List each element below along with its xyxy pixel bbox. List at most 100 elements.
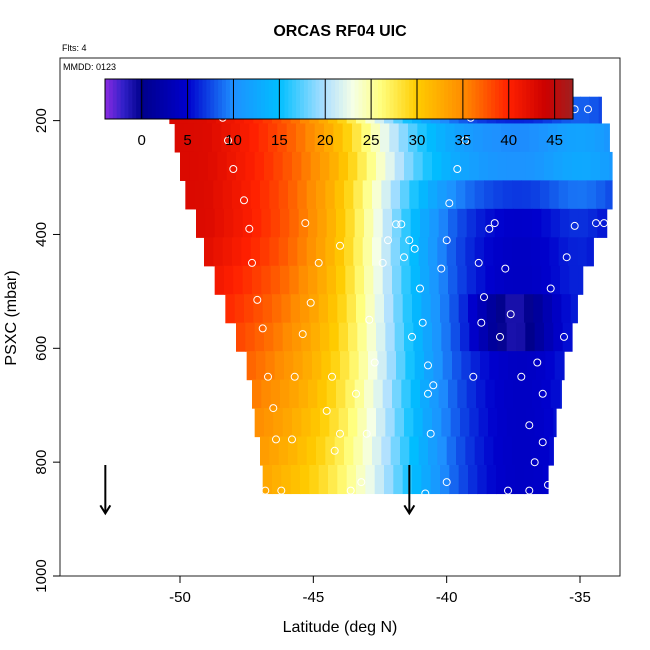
heatmap-cell xyxy=(329,151,340,181)
heatmap-cell xyxy=(577,237,588,267)
colorbar-swatch xyxy=(569,79,574,119)
heatmap-cell xyxy=(405,351,416,381)
heatmap-cell xyxy=(320,151,330,181)
colorbar-tick-label: 25 xyxy=(363,132,380,149)
heatmap-cell xyxy=(250,180,261,210)
heatmap-cell xyxy=(393,465,404,495)
heatmap-cell xyxy=(242,265,253,295)
heatmap-cell xyxy=(305,123,316,153)
heatmap-cell xyxy=(222,237,233,267)
heatmap-cell xyxy=(506,151,517,181)
heatmap-cell xyxy=(282,151,293,181)
heatmap-cell xyxy=(605,180,613,210)
colorbar-swatch xyxy=(518,79,523,119)
heatmap-cell xyxy=(308,379,318,409)
heatmap-cell xyxy=(340,351,350,381)
heatmap-cell xyxy=(589,96,600,125)
heatmap-cell xyxy=(386,351,397,381)
heatmap-cell xyxy=(494,208,505,238)
heatmap-cell xyxy=(480,351,490,381)
heatmap-cell xyxy=(422,408,433,438)
heatmap-cell xyxy=(412,465,422,495)
heatmap-cell xyxy=(242,208,253,238)
heatmap-cell xyxy=(306,180,317,210)
colorbar-tick-label: 45 xyxy=(546,132,563,149)
heatmap-cell xyxy=(412,294,422,324)
heatmap-cell xyxy=(421,294,432,324)
track-point xyxy=(525,486,534,495)
track-point xyxy=(525,421,534,430)
heatmap-cell xyxy=(366,322,377,352)
colorbar-swatch xyxy=(522,79,527,119)
heatmap-cell xyxy=(254,408,265,438)
heatmap-cell xyxy=(281,294,292,324)
heatmap-cell xyxy=(572,151,582,181)
track-point xyxy=(336,241,344,250)
heatmap-cell xyxy=(536,351,546,381)
heatmap-cell xyxy=(558,180,569,210)
track-point xyxy=(378,258,387,267)
heatmap-cell xyxy=(484,436,494,466)
colorbar-swatch xyxy=(397,79,402,119)
heatmap-cell xyxy=(380,123,390,153)
heatmap-cell xyxy=(185,180,196,210)
heatmap-cell xyxy=(401,265,412,295)
heatmap-cell xyxy=(505,465,516,495)
heatmap-cell xyxy=(512,180,522,210)
colorbar-swatch xyxy=(194,79,200,119)
heatmap-cell xyxy=(310,322,321,352)
heatmap-cell xyxy=(382,208,393,238)
track-point xyxy=(277,486,286,495)
heatmap-cell xyxy=(497,322,508,352)
heatmap-cell xyxy=(241,180,252,210)
heatmap-cell xyxy=(258,123,269,153)
heatmap-cell xyxy=(372,237,382,267)
track-point xyxy=(314,258,323,267)
heatmap-cell xyxy=(578,208,589,238)
heatmap-cell xyxy=(446,180,457,210)
colorbar-swatch xyxy=(292,79,297,119)
heatmap-cell xyxy=(308,208,318,238)
heatmap-cell xyxy=(449,465,460,495)
heatmap-cell xyxy=(485,265,496,295)
colorbar-swatch xyxy=(530,79,535,119)
heatmap-cell xyxy=(348,151,358,181)
colorbar-swatch xyxy=(225,79,231,119)
colorbar-swatch xyxy=(440,79,445,119)
track-point xyxy=(461,136,470,145)
heatmap-cell xyxy=(404,151,414,181)
colorbar-swatch xyxy=(381,79,387,119)
heatmap-cell xyxy=(282,322,293,352)
heatmap-cell xyxy=(465,436,476,466)
heatmap-cell xyxy=(418,237,429,267)
colorbar-swatch xyxy=(147,79,153,119)
heatmap-cell xyxy=(278,436,289,466)
heatmap-cell xyxy=(400,237,410,267)
heatmap-cell xyxy=(560,379,562,409)
heatmap-cell xyxy=(456,180,466,210)
heatmap-cell xyxy=(250,237,261,267)
heatmap-cell xyxy=(545,351,556,381)
y-tick-label: 800 xyxy=(33,450,50,475)
colorbar-swatch xyxy=(432,79,437,119)
heatmap-cell xyxy=(440,465,450,495)
track-point xyxy=(429,381,438,390)
colorbar-swatch xyxy=(175,79,180,119)
heatmap-cell xyxy=(289,379,300,409)
heatmap-cell xyxy=(260,436,270,466)
colorbar-swatch xyxy=(514,79,519,119)
heatmap-cell xyxy=(270,208,281,238)
track-point xyxy=(424,361,432,370)
heatmap-cell xyxy=(254,322,265,352)
heatmap-cell xyxy=(504,208,514,238)
heatmap-cell xyxy=(348,408,358,438)
heatmap-cell xyxy=(246,351,257,381)
heatmap-cell xyxy=(437,180,448,210)
colorbar-swatch xyxy=(268,79,274,119)
track-point xyxy=(533,358,542,367)
heatmap-cell xyxy=(365,294,376,324)
heatmap-cell xyxy=(280,379,290,409)
heatmap-cell xyxy=(438,265,449,295)
heatmap-cell xyxy=(394,408,405,438)
colorbar-swatch xyxy=(483,79,488,119)
